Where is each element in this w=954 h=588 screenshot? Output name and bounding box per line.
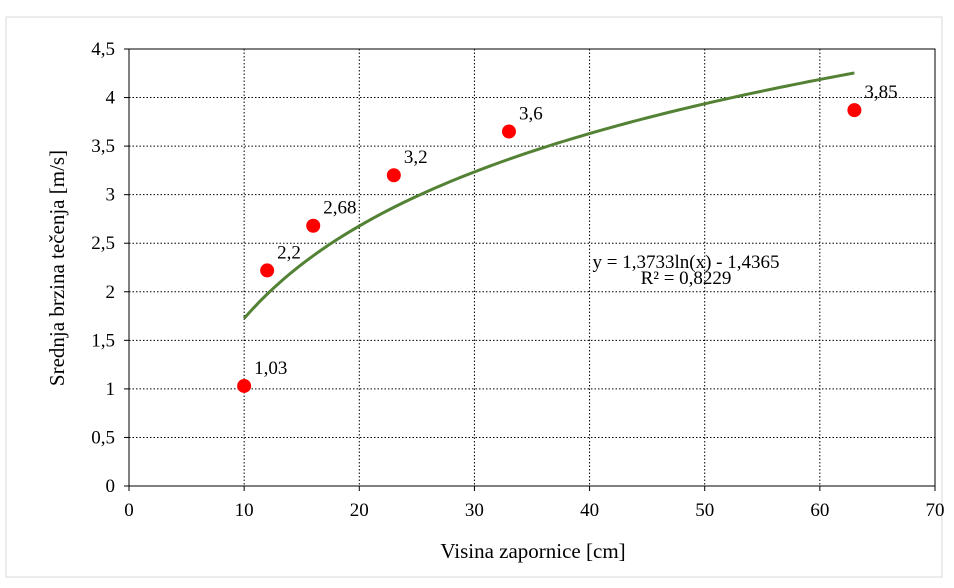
axis-ticks: 0 0,5 1 1,5 2 2,5 3 3,5 4 4,5 0 10 20 30 40 50 60 70 <box>91 39 944 521</box>
x-tick-label: 60 <box>810 500 829 521</box>
data-point <box>237 378 252 393</box>
y-tick-label: 2,5 <box>91 233 115 254</box>
x-tick-label: 10 <box>235 500 254 521</box>
x-tick-label: 0 <box>124 500 134 521</box>
y-tick-label: 3,5 <box>91 136 115 157</box>
data-label: 2,68 <box>323 198 356 219</box>
data-point <box>386 168 401 183</box>
gridlines <box>129 49 935 486</box>
data-labels: 1,03 2,2 2,68 3,2 3,6 3,85 <box>254 82 898 379</box>
data-label: 2,2 <box>277 242 301 263</box>
data-point <box>260 263 275 278</box>
data-point <box>306 218 321 233</box>
x-axis-title: Visina zapornice [cm] <box>440 539 625 563</box>
trendline-r-squared: R² = 0,8229 <box>641 268 732 289</box>
chart-area-border <box>5 16 943 578</box>
y-tick-label: 4 <box>106 88 116 109</box>
y-axis-title: Srednja brzina tečenja [m/s] <box>45 150 69 386</box>
y-tick-label: 3 <box>106 185 116 206</box>
x-tick-label: 30 <box>465 500 484 521</box>
x-tick-label: 40 <box>580 500 599 521</box>
y-tick-label: 4,5 <box>91 39 115 60</box>
data-label: 3,2 <box>404 147 428 168</box>
data-point <box>501 124 516 139</box>
y-tick-label: 0 <box>106 476 116 497</box>
data-points <box>237 103 862 393</box>
y-tick-label: 0,5 <box>91 427 115 448</box>
y-tick-label: 2 <box>106 282 116 303</box>
x-tick-label: 70 <box>926 500 945 521</box>
trendline-equation: y = 1,3733ln(x) - 1,4365 <box>593 252 780 273</box>
x-tick-label: 20 <box>350 500 369 521</box>
x-tick-label: 50 <box>695 500 714 521</box>
data-label: 3,6 <box>519 104 543 125</box>
data-label: 1,03 <box>254 358 287 379</box>
trendline <box>243 71 855 320</box>
y-tick-label: 1,5 <box>91 330 115 351</box>
data-label: 3,85 <box>864 82 897 103</box>
y-tick-label: 1 <box>106 379 116 400</box>
plot-area-border <box>128 48 936 487</box>
data-point <box>847 103 862 118</box>
